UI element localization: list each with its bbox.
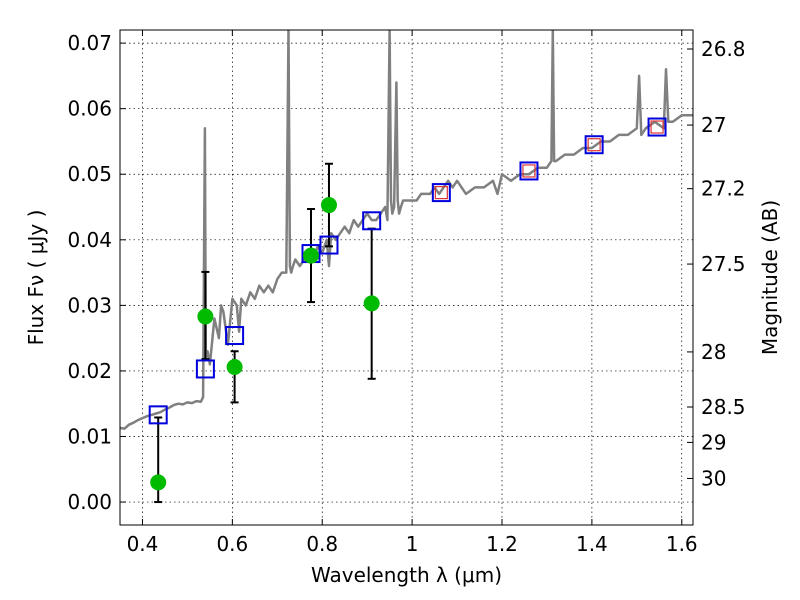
spectrum-line <box>120 30 693 430</box>
observed-point <box>197 308 214 325</box>
right-tick-label: 29 <box>701 430 726 454</box>
axis-ticks: 0.4 0.6 0.8 1 1.2 1.4 1.6 0.00 0.01 0.02 0.03 0.04 0… <box>67 30 746 556</box>
x-tick-label: 1.2 <box>486 532 518 556</box>
y-tick-label: 0.07 <box>67 31 112 55</box>
model-square <box>148 405 168 425</box>
model-square <box>319 235 339 255</box>
model-square <box>225 326 245 346</box>
inner-model-square <box>434 185 448 200</box>
observed-point <box>226 358 243 375</box>
right-tick-label: 30 <box>701 466 726 490</box>
inner-model-square <box>522 164 536 178</box>
right-tick-label: 28 <box>701 340 726 364</box>
spectrum-series <box>120 30 693 430</box>
x-tick-label: 0.6 <box>216 532 248 556</box>
right-tick-label: 28.5 <box>701 395 746 419</box>
right-tick-label: 27.2 <box>701 177 746 201</box>
x-tick-label: 0.4 <box>127 532 159 556</box>
right-tick-label: 26.8 <box>701 37 746 61</box>
model-squares <box>148 117 667 425</box>
model-square <box>519 161 539 181</box>
observed-points <box>150 197 380 491</box>
observed-point <box>320 197 337 214</box>
observed-point <box>150 474 167 491</box>
model-square <box>647 117 667 137</box>
right-tick-label: 27.5 <box>701 252 746 276</box>
y-tick-label: 0.04 <box>67 228 112 252</box>
x-tick-label: 1.4 <box>576 532 608 556</box>
y-tick-label: 0.03 <box>67 293 112 317</box>
model-square <box>584 135 604 155</box>
observed-point <box>303 247 319 264</box>
y-axis-label: Flux Fν ( μJy ) <box>24 210 48 346</box>
observed-point <box>363 295 380 312</box>
x-tick-label: 1 <box>406 532 419 556</box>
model-square <box>195 359 215 379</box>
x-axis-label: Wavelength λ (μm) <box>311 563 502 587</box>
model-square <box>431 183 451 203</box>
inner-model-square <box>650 120 664 134</box>
inner-model-square <box>587 138 601 152</box>
model-square <box>362 211 382 231</box>
y-tick-label: 0.01 <box>67 424 112 448</box>
plot-frame <box>119 29 694 526</box>
right-tick-label: 27 <box>701 113 726 137</box>
grid-lines <box>120 30 693 525</box>
y-tick-label: 0.06 <box>67 97 112 121</box>
right-axis-label: Magnitude (AB) <box>758 200 782 355</box>
y-tick-label: 0.05 <box>67 162 112 186</box>
x-tick-label: 0.8 <box>306 532 338 556</box>
x-tick-label: 1.6 <box>666 532 698 556</box>
error-bars <box>154 162 376 504</box>
y-tick-label: 0.00 <box>67 490 112 514</box>
y-tick-label: 0.02 <box>67 359 112 383</box>
